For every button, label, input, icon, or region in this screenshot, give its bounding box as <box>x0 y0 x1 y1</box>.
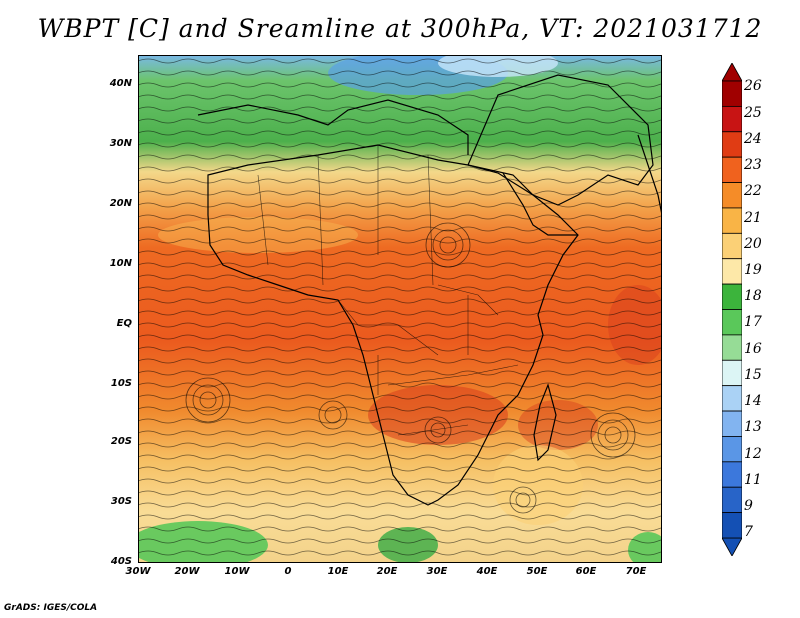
colorbar-cell <box>722 156 742 183</box>
colorbar <box>722 63 742 556</box>
colorbar-label-11: 11 <box>744 472 762 488</box>
grads-credit: GrADS: IGES/COLA <box>4 603 98 613</box>
colorbar-label-22: 22 <box>744 183 762 199</box>
colorbar-label-24: 24 <box>744 131 762 147</box>
colorbar-label-12: 12 <box>744 446 762 462</box>
lon-label-60e: 60E <box>575 566 597 577</box>
colorbar-arrow-top <box>722 63 742 82</box>
lon-label-10e: 10E <box>327 566 349 577</box>
colorbar-cell <box>722 385 742 412</box>
colorbar-cell <box>722 436 742 463</box>
colorbar-cell <box>722 258 742 285</box>
colorbar-label-26: 26 <box>744 78 762 94</box>
colorbar-cell <box>722 334 742 361</box>
lon-label-30e: 30E <box>426 566 448 577</box>
colorbar-label-16: 16 <box>744 341 762 357</box>
colorbar-cell <box>722 461 742 488</box>
colorbar-cell <box>722 410 742 437</box>
colorbar-label-18: 18 <box>744 288 762 304</box>
colorbar-cell <box>722 309 742 336</box>
lat-label-10n: 10N <box>109 258 132 269</box>
colorbar-label-13: 13 <box>744 419 762 435</box>
colorbar-arrow-bottom <box>722 537 742 556</box>
colorbar-label-7: 7 <box>744 524 753 540</box>
colorbar-label-19: 19 <box>744 262 762 278</box>
lon-label-20e: 20E <box>376 566 398 577</box>
colorbar-cell <box>722 486 742 514</box>
lat-label-40s: 40S <box>110 556 132 567</box>
colorbar-cell <box>722 131 742 158</box>
lon-label-50e: 50E <box>526 566 548 577</box>
lat-label-20n: 20N <box>109 198 132 209</box>
colorbar-cell <box>722 512 742 539</box>
lat-label-40n: 40N <box>109 78 132 89</box>
colorbar-label-9: 9 <box>744 498 753 514</box>
colorbar-label-15: 15 <box>744 367 762 383</box>
lon-label-10w: 10W <box>224 566 250 577</box>
colorbar-label-21: 21 <box>744 210 762 226</box>
colorbar-cell <box>722 80 742 107</box>
lon-label-20w: 20W <box>174 566 200 577</box>
colorbar-cell <box>722 232 742 260</box>
colorbar-label-23: 23 <box>744 157 762 173</box>
lon-label-30w: 30W <box>125 566 151 577</box>
colorbar-cell <box>722 105 742 133</box>
map-canvas <box>138 55 662 563</box>
colorbar-cell <box>722 207 742 234</box>
lat-label-30s: 30S <box>110 496 132 507</box>
lat-label-10s: 10S <box>110 378 132 389</box>
colorbar-label-20: 20 <box>744 236 762 252</box>
lon-label-40e: 40E <box>476 566 498 577</box>
chart-title: WBPT [C] and Sreamline at 300hPa, VT: 20… <box>37 14 763 43</box>
colorbar-label-14: 14 <box>744 393 762 409</box>
map-panel <box>138 55 662 563</box>
colorbar-cell <box>722 182 742 209</box>
colorbar-label-17: 17 <box>744 314 762 330</box>
colorbar-cell <box>722 283 742 310</box>
colorbar-cell <box>722 359 742 387</box>
lon-label-0: 0 <box>284 566 292 577</box>
lat-label-30n: 30N <box>109 138 132 149</box>
colorbar-label-25: 25 <box>744 105 762 121</box>
lat-label-eq: EQ <box>116 318 132 329</box>
lat-label-20s: 20S <box>110 436 132 447</box>
lon-label-70e: 70E <box>625 566 647 577</box>
